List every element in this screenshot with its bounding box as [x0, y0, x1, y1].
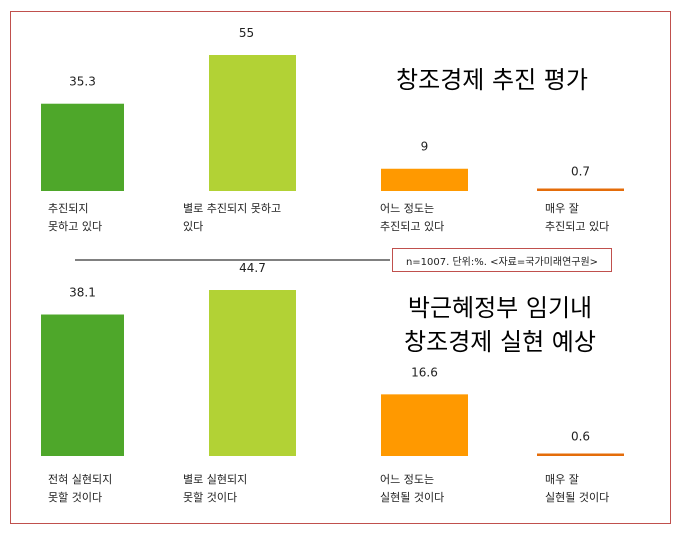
- bar: [209, 55, 296, 191]
- chart-title-line: 창조경제 추진 평가: [396, 66, 588, 94]
- bar: [381, 168, 468, 191]
- bar: [381, 394, 468, 456]
- bar-value-label: 0.6: [571, 430, 590, 444]
- bar: [41, 314, 124, 456]
- bar: [209, 290, 296, 456]
- bar-value-label: 44.7: [239, 261, 266, 275]
- chart-title-line: 창조경제 실현 예상: [404, 328, 596, 356]
- category-label: 못할 것이다: [183, 491, 237, 504]
- bar-value-label: 35.3: [69, 75, 96, 89]
- category-label: 추진되지: [48, 202, 88, 215]
- bar-value-label: 55: [239, 26, 254, 40]
- category-label: 어느 정도는: [380, 202, 434, 215]
- category-label: 실현될 것이다: [380, 490, 444, 504]
- category-label: 전혀 실현되지: [48, 473, 112, 486]
- category-label: 어느 정도는: [380, 473, 434, 486]
- source-note: n=1007. 단위:%. <자료=국가미래연구원>: [392, 248, 612, 272]
- category-label: 있다: [183, 220, 203, 233]
- category-label: 추진되고 있다: [545, 220, 609, 233]
- bar: [537, 188, 624, 191]
- bar-value-label: 0.7: [571, 165, 590, 179]
- category-label: 별로 추진되지 못하고: [183, 201, 281, 215]
- chart-title-line: 박근혜정부 임기내: [408, 294, 592, 322]
- category-label: 못하고 있다: [48, 219, 102, 233]
- category-label: 추진되고 있다: [380, 220, 444, 233]
- bar-value-label: 38.1: [69, 286, 96, 300]
- bar-value-label: 9: [421, 140, 429, 154]
- bar-value-label: 16.6: [411, 365, 438, 379]
- category-label: 실현될 것이다: [545, 490, 609, 504]
- chart-frame: [10, 11, 671, 524]
- category-label: 매우 잘: [545, 473, 579, 486]
- category-label: 별로 실현되지: [183, 473, 247, 486]
- bar: [41, 103, 124, 191]
- bar: [537, 453, 624, 456]
- category-label: 매우 잘: [545, 202, 579, 215]
- category-label: 못할 것이다: [48, 491, 102, 504]
